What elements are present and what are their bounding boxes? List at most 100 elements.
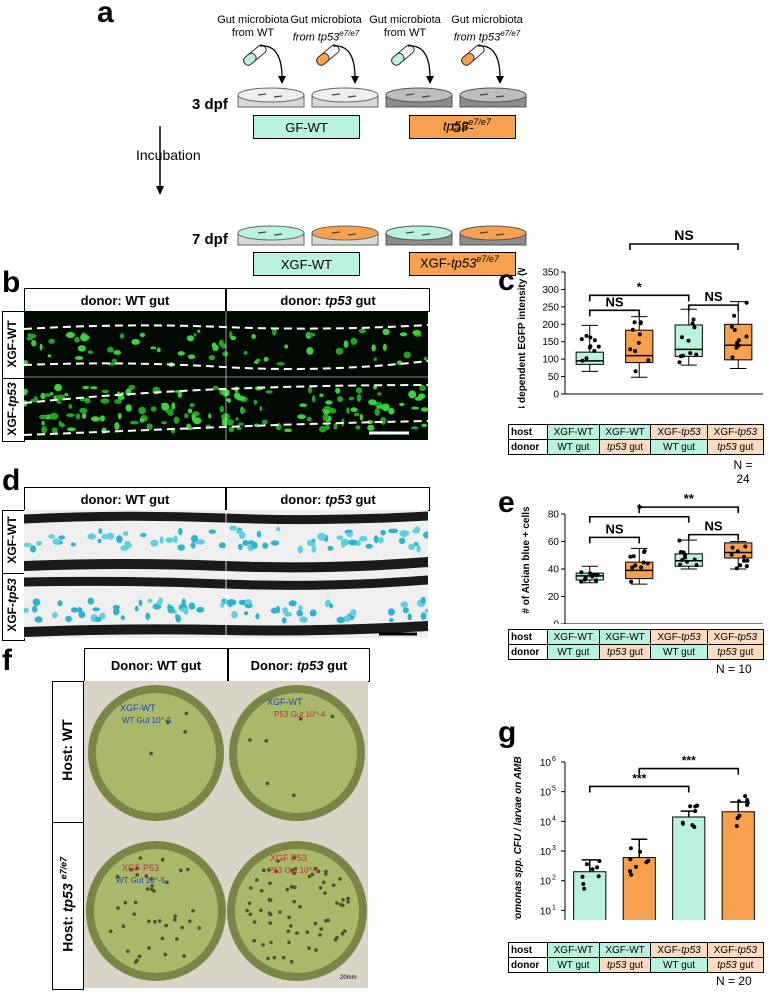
tube-2: [316, 44, 340, 66]
chart-e-table: host XGF-WT XGF-WT XGF-tp53 XGF-tp53 don…: [508, 629, 765, 660]
goblet-cell: [32, 598, 41, 607]
egfp-cell: [186, 423, 191, 429]
egfp-cell: [263, 356, 269, 362]
panel-d-label: d: [2, 464, 21, 497]
data-point: [588, 335, 593, 340]
dish-3dpf-3: [385, 87, 453, 108]
colony: [180, 925, 184, 930]
egfp-cell: [191, 414, 197, 422]
colony: [276, 859, 280, 863]
data-point: [732, 313, 737, 318]
goblet-cell: [308, 541, 316, 547]
egfp-cell: [325, 400, 333, 405]
data-point: [596, 874, 601, 879]
egfp-cell: [60, 422, 65, 428]
significance-label: ***: [632, 771, 646, 785]
goblet-cell: [408, 543, 416, 550]
colony: [197, 926, 202, 930]
goblet-cell: [276, 526, 281, 532]
data-point: [596, 344, 601, 349]
goblet-cell: [227, 599, 237, 606]
tube-4: [461, 44, 485, 66]
host-cell: XGF-WT: [547, 629, 600, 645]
data-point: [680, 335, 684, 340]
goblet-cell: [343, 615, 351, 623]
egfp-cell: [350, 407, 358, 413]
egfp-cell: [346, 407, 350, 414]
colony: [323, 891, 327, 895]
colony: [188, 919, 192, 923]
goblet-cell: [188, 602, 196, 610]
agar-plates-image: XGF-WT WT Gut 10^-5 XGF-WT P53 Gut 10^-4…: [84, 681, 368, 988]
significance-label: NS: [605, 294, 623, 309]
goblet-cell: [262, 542, 269, 549]
donor-label: donor: [508, 439, 548, 455]
egfp-cell: [156, 347, 161, 353]
significance-label: *: [637, 279, 643, 294]
egfp-cell: [80, 333, 89, 342]
goblet-cell: [57, 600, 63, 607]
egfp-cell: [419, 385, 426, 392]
data-point: [631, 554, 636, 559]
goblet-cell: [220, 601, 225, 608]
data-point: [734, 345, 739, 350]
colony: [268, 881, 272, 886]
colony: [135, 873, 139, 877]
data-point: [580, 358, 585, 363]
colony: [116, 906, 120, 910]
data-point: [680, 558, 685, 562]
goblet-cell: [138, 599, 143, 607]
colony: [289, 924, 293, 928]
colony: [285, 887, 290, 892]
data-point: [639, 565, 644, 570]
chart-c-n: N = 24: [733, 458, 753, 486]
egfp-cell: [43, 393, 52, 397]
goblet-cell: [235, 529, 243, 534]
y-tick-label: 10: [540, 906, 552, 917]
goblet-cell: [87, 533, 96, 540]
goblet-cell: [97, 538, 102, 544]
data-point: [592, 338, 597, 343]
colony: [331, 883, 336, 888]
goblet-cell: [270, 540, 280, 546]
colony: [266, 868, 271, 872]
data-point: [630, 565, 635, 570]
data-point: [633, 369, 638, 374]
data-point: [745, 802, 749, 807]
egfp-cell: [359, 413, 363, 421]
egfp-cell: [254, 360, 259, 364]
day-7dpf: 7 dpf: [192, 231, 228, 248]
egfp-cell: [376, 405, 386, 409]
egfp-cell: [235, 417, 239, 421]
gf-tp53-label: tp53e7/e7: [443, 117, 491, 134]
chart-e: # of Alcian blue + cells 0 20 40 60 80 NS NS **…: [521, 491, 763, 624]
goblet-cell: [24, 542, 32, 548]
egfp-cell: [374, 407, 380, 416]
egfp-cell: [24, 391, 27, 396]
xgf-tp53-box: [409, 252, 516, 276]
egfp-cell: [219, 405, 224, 413]
donor-cell: tp53 gut: [706, 644, 765, 660]
goblet-cell: [238, 599, 247, 605]
chart-c-top-bracket: NS: [629, 227, 739, 250]
colony: [338, 877, 342, 881]
egfp-cell: [236, 426, 242, 431]
goblet-cell: [325, 600, 330, 607]
data-point: [646, 858, 651, 863]
goblet-cell: [177, 544, 185, 551]
fluorescence-image: [24, 311, 428, 440]
goblet-cell: [191, 534, 199, 543]
host-label: host: [508, 942, 548, 958]
colony: [115, 874, 120, 879]
egfp-cell: [241, 408, 246, 414]
egfp-cell: [259, 405, 263, 412]
colony: [109, 929, 113, 934]
tube-3: [391, 44, 415, 66]
colony: [135, 866, 139, 871]
colony: [259, 908, 263, 913]
egfp-cell: [412, 329, 422, 336]
egfp-cell: [226, 398, 231, 402]
data-point: [628, 869, 632, 874]
significance-bracket: [687, 533, 740, 541]
egfp-cell: [31, 340, 37, 347]
